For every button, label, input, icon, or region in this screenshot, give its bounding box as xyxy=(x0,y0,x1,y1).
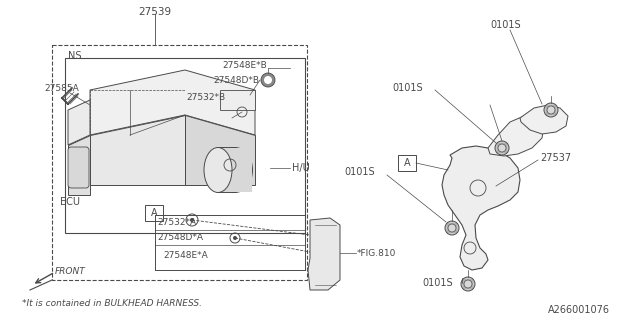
Ellipse shape xyxy=(204,148,232,193)
Polygon shape xyxy=(90,115,185,185)
FancyBboxPatch shape xyxy=(68,147,89,188)
Text: ECU: ECU xyxy=(60,197,80,207)
Text: 27537: 27537 xyxy=(540,153,571,163)
Polygon shape xyxy=(520,105,568,134)
Polygon shape xyxy=(185,115,255,185)
Circle shape xyxy=(448,224,456,232)
Circle shape xyxy=(498,144,506,152)
Bar xyxy=(65,58,305,233)
Polygon shape xyxy=(68,100,90,145)
Text: 0101S: 0101S xyxy=(490,20,520,30)
Text: 27548D*A: 27548D*A xyxy=(157,233,203,242)
Bar xyxy=(398,155,416,171)
Circle shape xyxy=(495,141,509,155)
Circle shape xyxy=(190,218,194,222)
Text: 27585A: 27585A xyxy=(44,84,79,92)
Circle shape xyxy=(461,277,475,291)
Text: A: A xyxy=(150,208,157,218)
Polygon shape xyxy=(488,116,544,156)
Polygon shape xyxy=(442,146,520,270)
Text: 27532*A: 27532*A xyxy=(157,218,196,227)
Circle shape xyxy=(233,236,237,240)
Ellipse shape xyxy=(218,148,253,193)
Bar xyxy=(52,45,307,280)
Circle shape xyxy=(261,73,275,87)
Text: A: A xyxy=(404,158,410,168)
Text: 27548E*A: 27548E*A xyxy=(163,252,208,260)
Polygon shape xyxy=(308,218,340,290)
Bar xyxy=(145,205,163,221)
Text: NS: NS xyxy=(68,51,81,61)
Circle shape xyxy=(445,221,459,235)
Polygon shape xyxy=(218,148,252,192)
Text: 27532*B: 27532*B xyxy=(186,92,225,101)
Text: 27548D*B: 27548D*B xyxy=(213,76,259,84)
Text: H/U: H/U xyxy=(292,163,310,173)
Text: 27548E*B: 27548E*B xyxy=(222,60,267,69)
Text: A266001076: A266001076 xyxy=(548,305,610,315)
Circle shape xyxy=(464,280,472,288)
Polygon shape xyxy=(220,90,255,110)
Text: *It is contained in BULKHEAD HARNESS.: *It is contained in BULKHEAD HARNESS. xyxy=(22,300,202,308)
Text: 0101S: 0101S xyxy=(392,83,422,93)
Polygon shape xyxy=(90,70,255,135)
Text: *FIG.810: *FIG.810 xyxy=(357,249,396,258)
Circle shape xyxy=(544,103,558,117)
Circle shape xyxy=(264,76,272,84)
Text: FRONT: FRONT xyxy=(55,267,86,276)
Text: 27539: 27539 xyxy=(138,7,172,17)
Polygon shape xyxy=(68,135,90,195)
Text: 0101S: 0101S xyxy=(344,167,374,177)
Text: 0101S: 0101S xyxy=(422,278,452,288)
Circle shape xyxy=(547,106,555,114)
